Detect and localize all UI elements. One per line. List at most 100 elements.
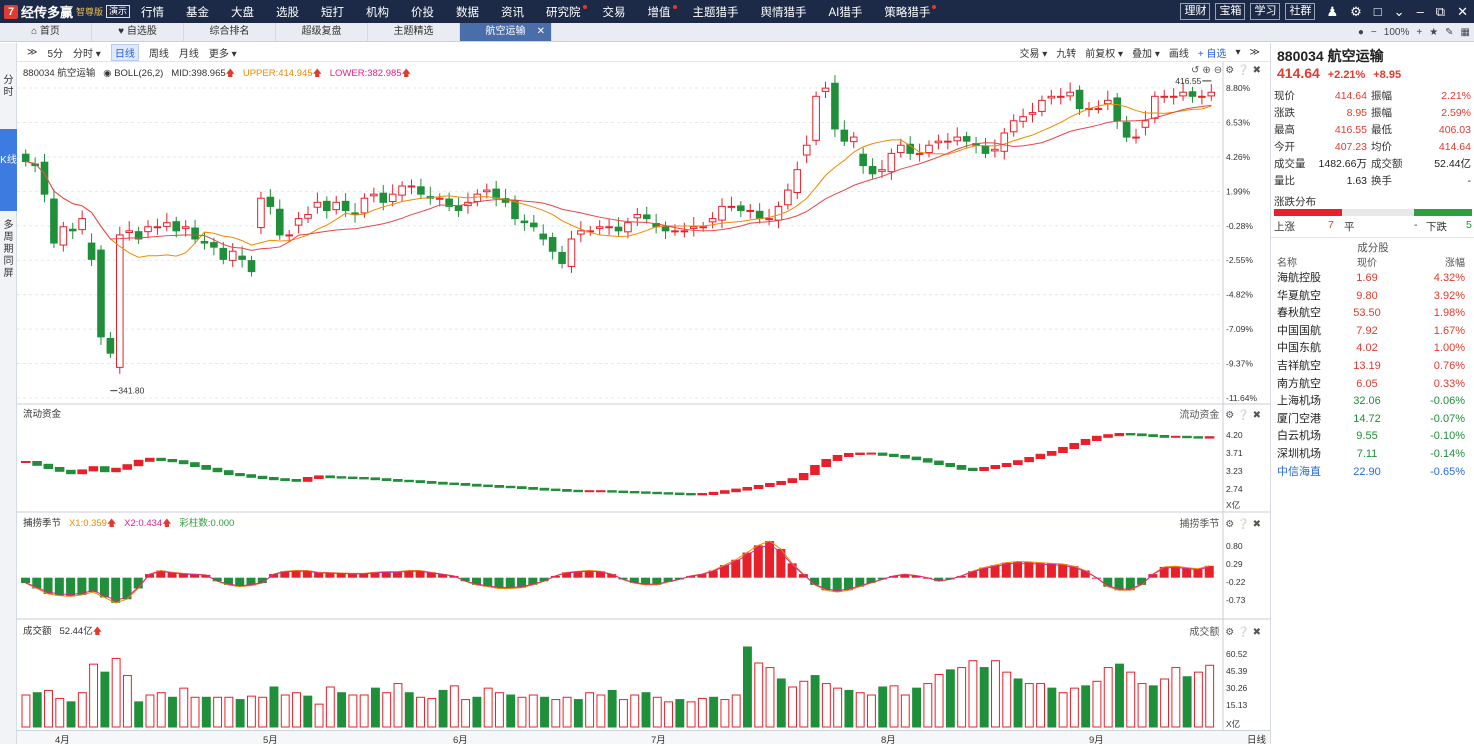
menu-item[interactable]: 行情 <box>141 6 164 19</box>
constituent-row[interactable]: 白云机场 9.55 -0.10% <box>1277 428 1473 446</box>
tab-ranking[interactable]: 综合排名 <box>184 23 276 41</box>
gear-icon[interactable]: ⚙ <box>1225 65 1238 76</box>
constituent-row[interactable]: 吉祥航空 13.19 0.76% <box>1277 358 1473 376</box>
constituent-row[interactable]: 南方航空 6.05 0.33% <box>1277 376 1473 394</box>
tab-aviation[interactable]: 航空运输 ✕ <box>460 23 552 41</box>
app-logo[interactable]: 7 经传多赢 智尊版 演示 <box>0 0 131 23</box>
finance-button[interactable]: 理财 <box>1180 3 1211 20</box>
sidebar-item-multi-period[interactable]: 多周期同屏 <box>0 218 17 298</box>
star-icon[interactable]: ★ <box>1429 26 1439 38</box>
menu-item[interactable]: 主题猎手 <box>692 6 739 19</box>
close-icon[interactable]: ✖ <box>1252 65 1264 76</box>
menu-item[interactable]: 数据 <box>456 6 479 19</box>
col-name[interactable]: 名称 <box>1277 258 1297 269</box>
menu-item[interactable]: 舆情猎手 <box>760 6 807 19</box>
settings-icon[interactable]: ⚙ <box>1350 3 1362 19</box>
add-icon[interactable]: ⊕ <box>1202 65 1214 76</box>
chevron-down-icon[interactable]: ⌄ <box>1393 3 1405 19</box>
menu-item[interactable]: 增值 <box>648 4 677 20</box>
flow-panel-label: 流动资金 <box>23 409 62 420</box>
help-icon[interactable]: ❔ <box>1237 519 1253 530</box>
menu-item[interactable]: 短打 <box>321 6 344 19</box>
help-icon[interactable]: ❔ <box>1237 410 1253 421</box>
boll-settings-icon[interactable]: ◉ <box>103 68 112 79</box>
menu-item[interactable]: AI猎手 <box>828 6 863 19</box>
period-week-button[interactable]: 周线 <box>148 48 169 60</box>
tab-review[interactable]: 超级复盘 <box>276 23 368 41</box>
volume-bar <box>1058 692 1068 728</box>
close-icon[interactable]: ✖ <box>1252 410 1264 421</box>
close-icon[interactable]: ✖ <box>1252 627 1264 638</box>
gear-icon[interactable]: ⚙ <box>1225 519 1238 530</box>
grid-icon[interactable]: ▦ <box>1460 26 1470 38</box>
constituent-row[interactable]: 厦门空港 14.72 -0.07% <box>1277 411 1473 429</box>
refresh-icon[interactable]: ↺ <box>1191 65 1203 76</box>
menu-item[interactable]: 大盘 <box>231 6 254 19</box>
draw-line-button[interactable]: 画线 <box>1168 49 1189 60</box>
menu-item[interactable]: 机构 <box>366 6 389 19</box>
add-watchlist-button[interactable]: + 自选 <box>1197 49 1227 60</box>
tab-themes[interactable]: 主题精选 <box>368 23 460 41</box>
col-price[interactable]: 现价 <box>1357 258 1377 269</box>
minus-icon[interactable]: ⊖ <box>1213 65 1226 76</box>
flow-panel-icons: 流动资金 ⚙❔✖ <box>1179 406 1264 421</box>
distribution-labels: 上涨 7 平 - 下跌 5 <box>1274 219 1472 233</box>
period-day-button[interactable]: 日线 <box>110 43 139 61</box>
constituent-row[interactable]: 中国东航 4.02 1.00% <box>1277 340 1473 358</box>
sidebar-item-timeshare[interactable]: 分时 <box>0 71 17 103</box>
watchlist-dropdown-button[interactable]: ▾ <box>1235 47 1241 58</box>
tab-watchlist[interactable]: ♥ 自选股 <box>92 23 184 41</box>
nine-turn-button[interactable]: 九转 <box>1056 49 1077 60</box>
menu-item[interactable]: 策略猎手 <box>884 4 937 20</box>
flow-segment <box>325 475 335 479</box>
period-minute-dropdown[interactable]: 分时 ▾ <box>73 48 101 60</box>
expand-button[interactable]: ≫ <box>27 46 38 58</box>
adjust-dropdown[interactable]: 前复权 ▾ <box>1085 49 1124 60</box>
chart-canvas[interactable]: 8.80% 6.53% 4.26% 1.99% -0.28% -2.55% -4.82% -7… <box>17 62 1270 730</box>
zoom-in-icon[interactable]: + <box>1416 26 1423 38</box>
sidebar-item-kline[interactable]: K线 <box>0 129 17 211</box>
constituent-row[interactable]: 华夏航空 9.80 3.92% <box>1277 288 1473 306</box>
trade-dropdown[interactable]: 交易 ▾ <box>1019 49 1048 60</box>
edit-icon[interactable]: ✎ <box>1445 26 1454 38</box>
main-y-tick: 1.99% <box>1226 186 1251 196</box>
menu-item[interactable]: 资讯 <box>501 6 524 19</box>
close-icon[interactable]: ✖ <box>1252 519 1264 530</box>
collapse-panel-button[interactable]: ≫ <box>1249 47 1260 58</box>
col-change[interactable]: 涨幅 <box>1445 258 1465 269</box>
zoom-out-icon[interactable]: − <box>1370 26 1377 38</box>
overlay-dropdown[interactable]: 叠加 ▾ <box>1132 49 1160 60</box>
period-5min-button[interactable]: 5分 <box>47 48 64 60</box>
help-icon[interactable]: ❔ <box>1237 627 1253 638</box>
restore-icon[interactable]: ⧉ <box>1435 3 1446 19</box>
gear-icon[interactable]: ⚙ <box>1225 627 1238 638</box>
close-icon[interactable]: ✕ <box>1457 3 1468 19</box>
menu-item[interactable]: 基金 <box>186 6 209 19</box>
menu-item[interactable]: 价投 <box>411 6 434 19</box>
constituent-row[interactable]: 中国国航 7.92 1.67% <box>1277 323 1473 341</box>
constituent-change: 1.98% <box>1433 307 1465 320</box>
gear-icon[interactable]: ⚙ <box>1225 410 1238 421</box>
menu-item[interactable]: 研究院 <box>546 4 586 20</box>
circle-icon[interactable]: ● <box>1357 26 1364 38</box>
menu-item[interactable]: 选股 <box>276 6 299 19</box>
constituent-row[interactable]: 海航控股 1.69 4.32% <box>1277 270 1473 288</box>
constituent-row[interactable]: 上海机场 32.06 -0.06% <box>1277 393 1473 411</box>
more-dropdown[interactable]: 更多 ▾ <box>208 48 237 60</box>
community-button[interactable]: 社群 <box>1285 3 1316 20</box>
period-month-button[interactable]: 月线 <box>178 48 199 60</box>
help-icon[interactable]: ❔ <box>1237 65 1253 76</box>
window-icon[interactable]: □ <box>1373 4 1382 19</box>
constituent-row[interactable]: 中信海直 22.90 -0.65% <box>1277 464 1473 482</box>
sidebar-label: K线 <box>0 155 17 166</box>
close-tab-icon[interactable]: ✕ <box>536 26 545 37</box>
learn-button[interactable]: 学习 <box>1250 3 1281 20</box>
tab-home[interactable]: ⌂ 首页 <box>0 23 92 41</box>
minimize-icon[interactable]: – <box>1416 4 1424 19</box>
treasure-button[interactable]: 宝箱 <box>1215 3 1246 20</box>
constituent-row[interactable]: 春秋航空 53.50 1.98% <box>1277 305 1473 323</box>
constituent-row[interactable]: 深圳机场 7.11 -0.14% <box>1277 446 1473 464</box>
menu-item[interactable]: 交易 <box>602 6 626 19</box>
user-icon[interactable]: ♟ <box>1326 3 1339 19</box>
candle-body <box>539 233 548 240</box>
